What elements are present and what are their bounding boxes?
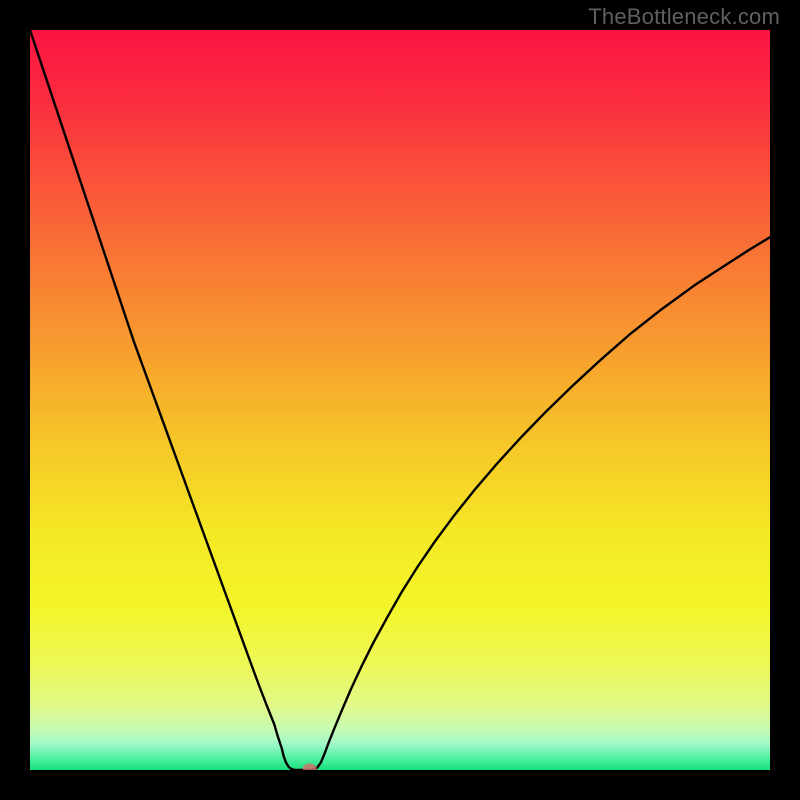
chart-frame: TheBottleneck.com <box>0 0 800 800</box>
watermark-text: TheBottleneck.com <box>588 4 780 30</box>
chart-svg <box>30 30 770 770</box>
gradient-background <box>30 30 770 770</box>
plot-area <box>30 30 770 770</box>
